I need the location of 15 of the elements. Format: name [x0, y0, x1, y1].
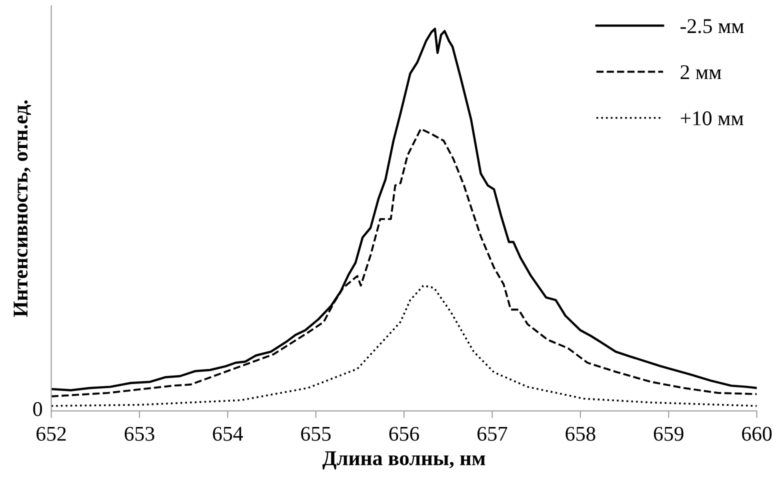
x-axis-title: Длина волны, нм: [322, 451, 486, 470]
x-tick-label: 656: [389, 426, 420, 441]
x-tick-label: 655: [301, 426, 331, 441]
legend-label: 2 мм: [680, 65, 722, 80]
x-tick-label: 659: [654, 426, 684, 441]
x-tick-label: 660: [742, 426, 772, 441]
legend-label: -2.5 мм: [680, 19, 744, 34]
legend-label: +10 мм: [680, 111, 744, 126]
y-axis-title: Интенсивность, отн.ед.: [14, 100, 32, 317]
x-tick-label: 652: [36, 426, 66, 441]
x-tick-label: 657: [478, 426, 508, 441]
x-tick-label: 653: [124, 426, 154, 441]
x-tick-label: 658: [566, 426, 596, 441]
text: 0: [33, 402, 42, 416]
x-tick-label: 654: [212, 426, 243, 441]
